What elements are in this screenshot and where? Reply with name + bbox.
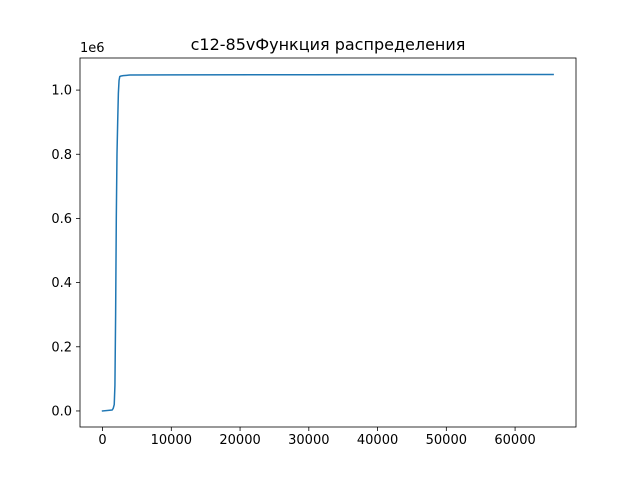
y-tick-label: 0.4 <box>51 276 72 291</box>
x-tick-label: 50000 <box>426 433 467 448</box>
x-tick-label: 10000 <box>151 433 192 448</box>
chart-title: c12-85vФункция распределения <box>191 35 466 54</box>
y-axis-offset-label: 1e6 <box>80 41 105 56</box>
x-tick-label: 0 <box>98 433 106 448</box>
x-tick-label: 60000 <box>494 433 535 448</box>
y-tick-label: 0.8 <box>51 148 72 163</box>
axes-frame <box>79 57 577 428</box>
y-tick-label: 0.6 <box>51 212 72 227</box>
x-tick-label: 20000 <box>219 433 260 448</box>
x-tick-label: 40000 <box>357 433 398 448</box>
y-tick-label: 1.0 <box>51 84 72 99</box>
y-tick-label: 0.2 <box>51 340 72 355</box>
series-line-0 <box>101 73 554 412</box>
x-tick-label: 30000 <box>288 433 329 448</box>
y-tick-label: 0.0 <box>51 404 72 419</box>
plot-area: 0 10000 20000 30000 40000 50000 60000 0.0 0.2 0.4… <box>51 57 577 448</box>
